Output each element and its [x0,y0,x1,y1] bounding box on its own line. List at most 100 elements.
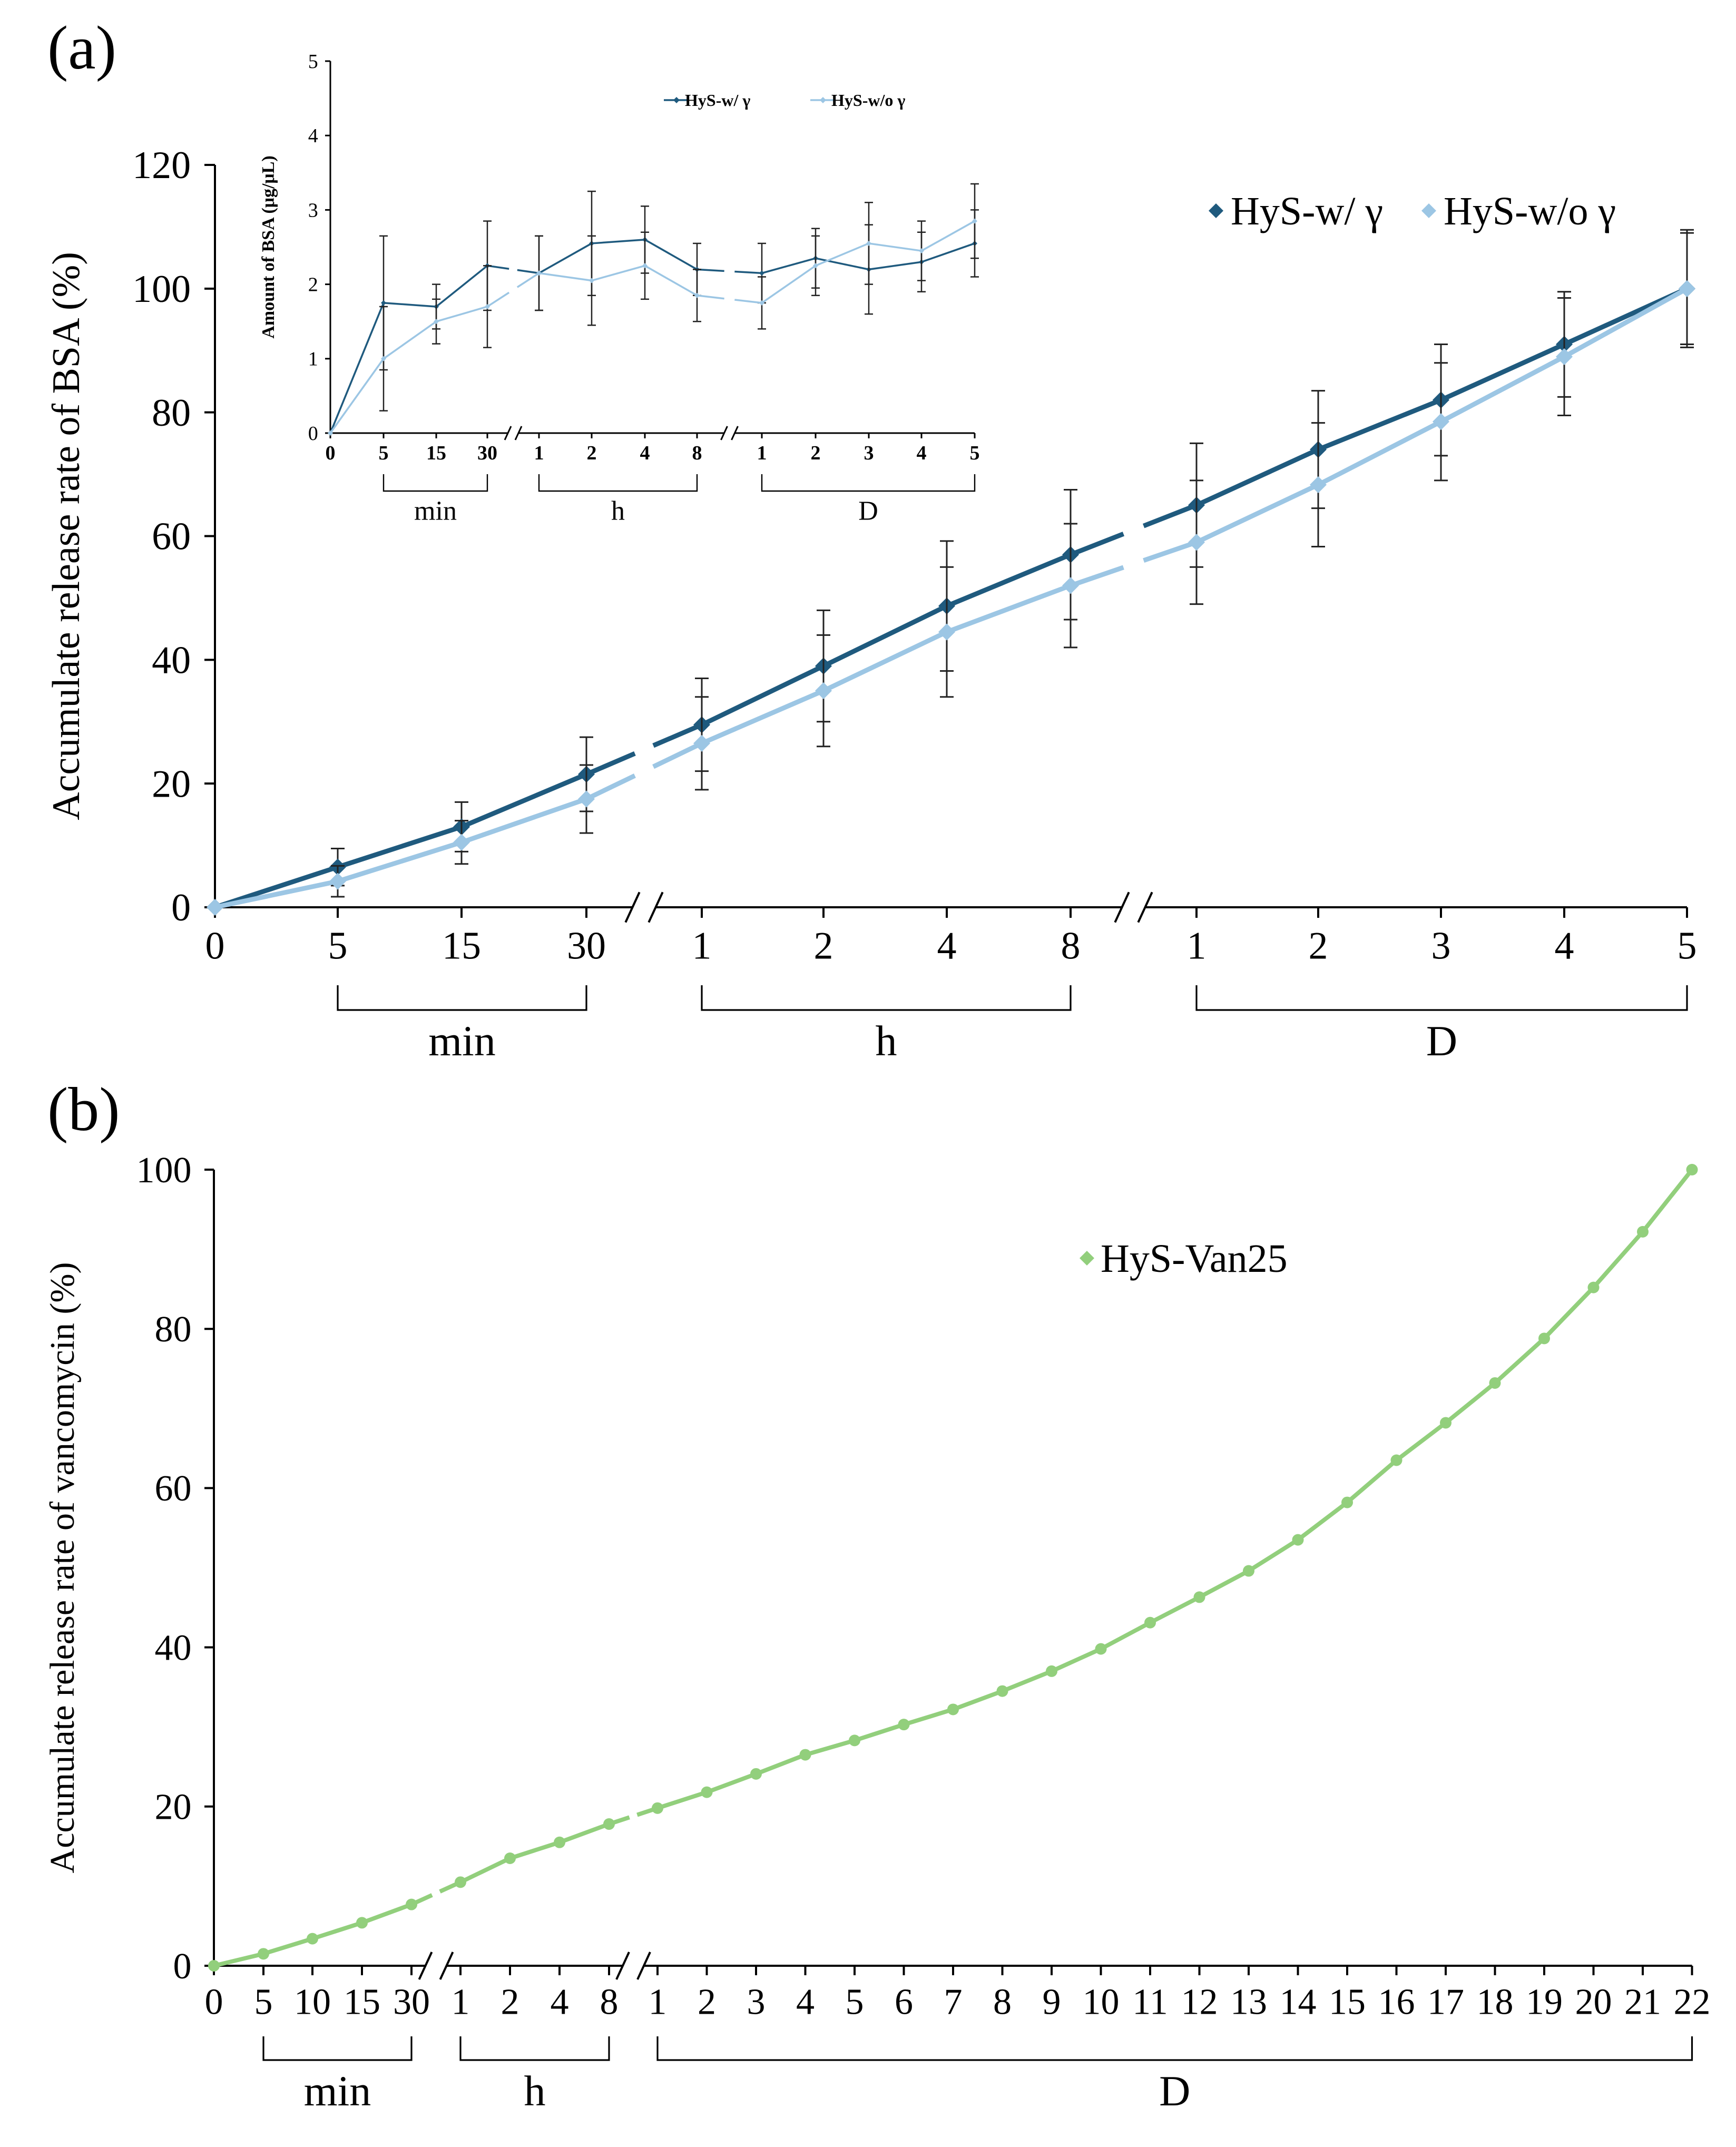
axis-break-mark [731,426,739,440]
x-tick-label: 2 [814,925,833,968]
group-label: D [1426,1017,1457,1065]
y-axis-label: Accumulate release rate of vancomycin (%… [43,1262,82,1874]
series-line-hys-van25 [1148,1595,1202,1625]
y-tick-label: 40 [152,639,191,682]
x-tick-label: 30 [567,925,606,968]
series-line-hys-van25 [704,1771,758,1795]
group-label: h [611,496,625,526]
point-hys-van25 [799,1749,811,1761]
series-line-hys-w-o [335,840,464,884]
axis-break-mark [1137,891,1153,923]
x-tick-label: 4 [551,1982,569,2023]
point-hys-w-o [485,303,490,309]
point-hys-van25 [701,1786,713,1798]
y-tick-label: 100 [136,1150,192,1191]
series-line-hys-van25 [901,1707,955,1727]
series-line-hys-van25 [310,1920,364,1941]
point-hys-w-o [207,899,223,916]
group-bracket [761,474,976,492]
series-line-hys-van25 [1197,1568,1251,1600]
series-line-hys-w [644,239,698,271]
series-line-hys-van25 [1591,1229,1645,1290]
x-tick-label: 1 [692,925,712,968]
point-hys-van25 [1193,1591,1205,1603]
series-line-hys-w [335,824,464,870]
series-line-hys-w [459,772,589,829]
y-tick-label: 80 [152,391,191,435]
x-tick-label: 17 [1427,1982,1464,2023]
legend-marker [1209,203,1223,218]
axis-break-mark [504,426,512,440]
point-hys-w-o [381,356,386,361]
point-hys-w-o [693,734,710,752]
point-hys-w-o [972,218,977,224]
point-hys-van25 [307,1933,318,1945]
x-tick-label: 15 [344,1982,380,2023]
y-tick-label: 20 [152,762,191,806]
x-tick-label: 3 [1431,925,1451,968]
x-tick-label: 2 [698,1982,716,2023]
series-line-hys-w [1316,397,1444,452]
y-tick-label: 120 [132,144,191,187]
series-line-hys-van25 [608,1806,659,1826]
series-line-hys-w [435,264,488,308]
point-hys-van25 [603,1818,615,1830]
point-hys-w-o [694,292,700,298]
series-line-hys-w [868,261,923,271]
series-line-hys-van25 [1099,1620,1152,1651]
group-label: D [1159,2067,1190,2115]
point-hys-van25 [652,1802,663,1814]
point-hys-van25 [750,1768,762,1780]
series-line-hys-w-o [487,272,540,308]
x-tick-label: 5 [254,1982,273,2023]
x-tick-label: 3 [864,442,874,464]
x-tick-label: 4 [640,442,650,464]
x-tick-label: 2 [587,442,597,464]
axis-break-mark [514,426,523,440]
point-hys-van25 [849,1734,860,1747]
group-label: h [876,1017,897,1065]
legend-label: HyS-w/o γ [1444,189,1616,233]
series-line-hys-w [1438,342,1567,403]
point-hys-van25 [1292,1534,1304,1546]
series-line-hys-w-o [459,797,589,845]
point-hys-w-o [329,872,346,890]
point-hys-van25 [504,1852,516,1865]
point-hys-van25 [947,1703,959,1715]
series-line-hys-w [1070,503,1198,557]
group-label: h [524,2067,546,2115]
axis-break-mark [418,1952,433,1980]
series-line-hys-w-o [920,220,976,252]
x-tick-label: 13 [1230,1982,1267,2023]
series-line-hys-van25 [458,1856,512,1885]
point-hys-w-o [536,270,542,276]
y-tick-label: 0 [173,1946,192,1987]
x-tick-label: 16 [1378,1982,1415,2023]
x-tick-label: 21 [1624,1982,1661,2023]
legend-label: HyS-Van25 [1101,1237,1288,1281]
panel-b-label: (b) [47,1075,120,1144]
y-tick-label: 1 [308,348,318,370]
x-tick-label: 4 [1555,925,1574,968]
x-tick-label: 4 [796,1982,815,2023]
point-hys-van25 [1440,1417,1451,1429]
legend-label: HyS-w/ γ [685,91,750,110]
x-tick-label: 2 [1309,925,1328,968]
y-tick-label: 60 [152,515,191,558]
series-line-hys-w-o [435,306,488,322]
x-tick-label: 0 [326,442,336,464]
axis-break-mark [439,1952,454,1980]
y-tick-label: 0 [171,886,191,929]
point-hys-w [381,300,386,306]
series-line-hys-van25 [1247,1537,1300,1573]
series-line-hys-van25 [1542,1285,1596,1341]
group-bracket [459,2036,610,2061]
axis-break-mark [720,426,728,440]
group-bracket [382,474,488,492]
series-line-hys-w [585,722,703,777]
x-tick-label: 8 [993,1982,1012,2023]
series-line-hys-w-o [761,264,817,304]
